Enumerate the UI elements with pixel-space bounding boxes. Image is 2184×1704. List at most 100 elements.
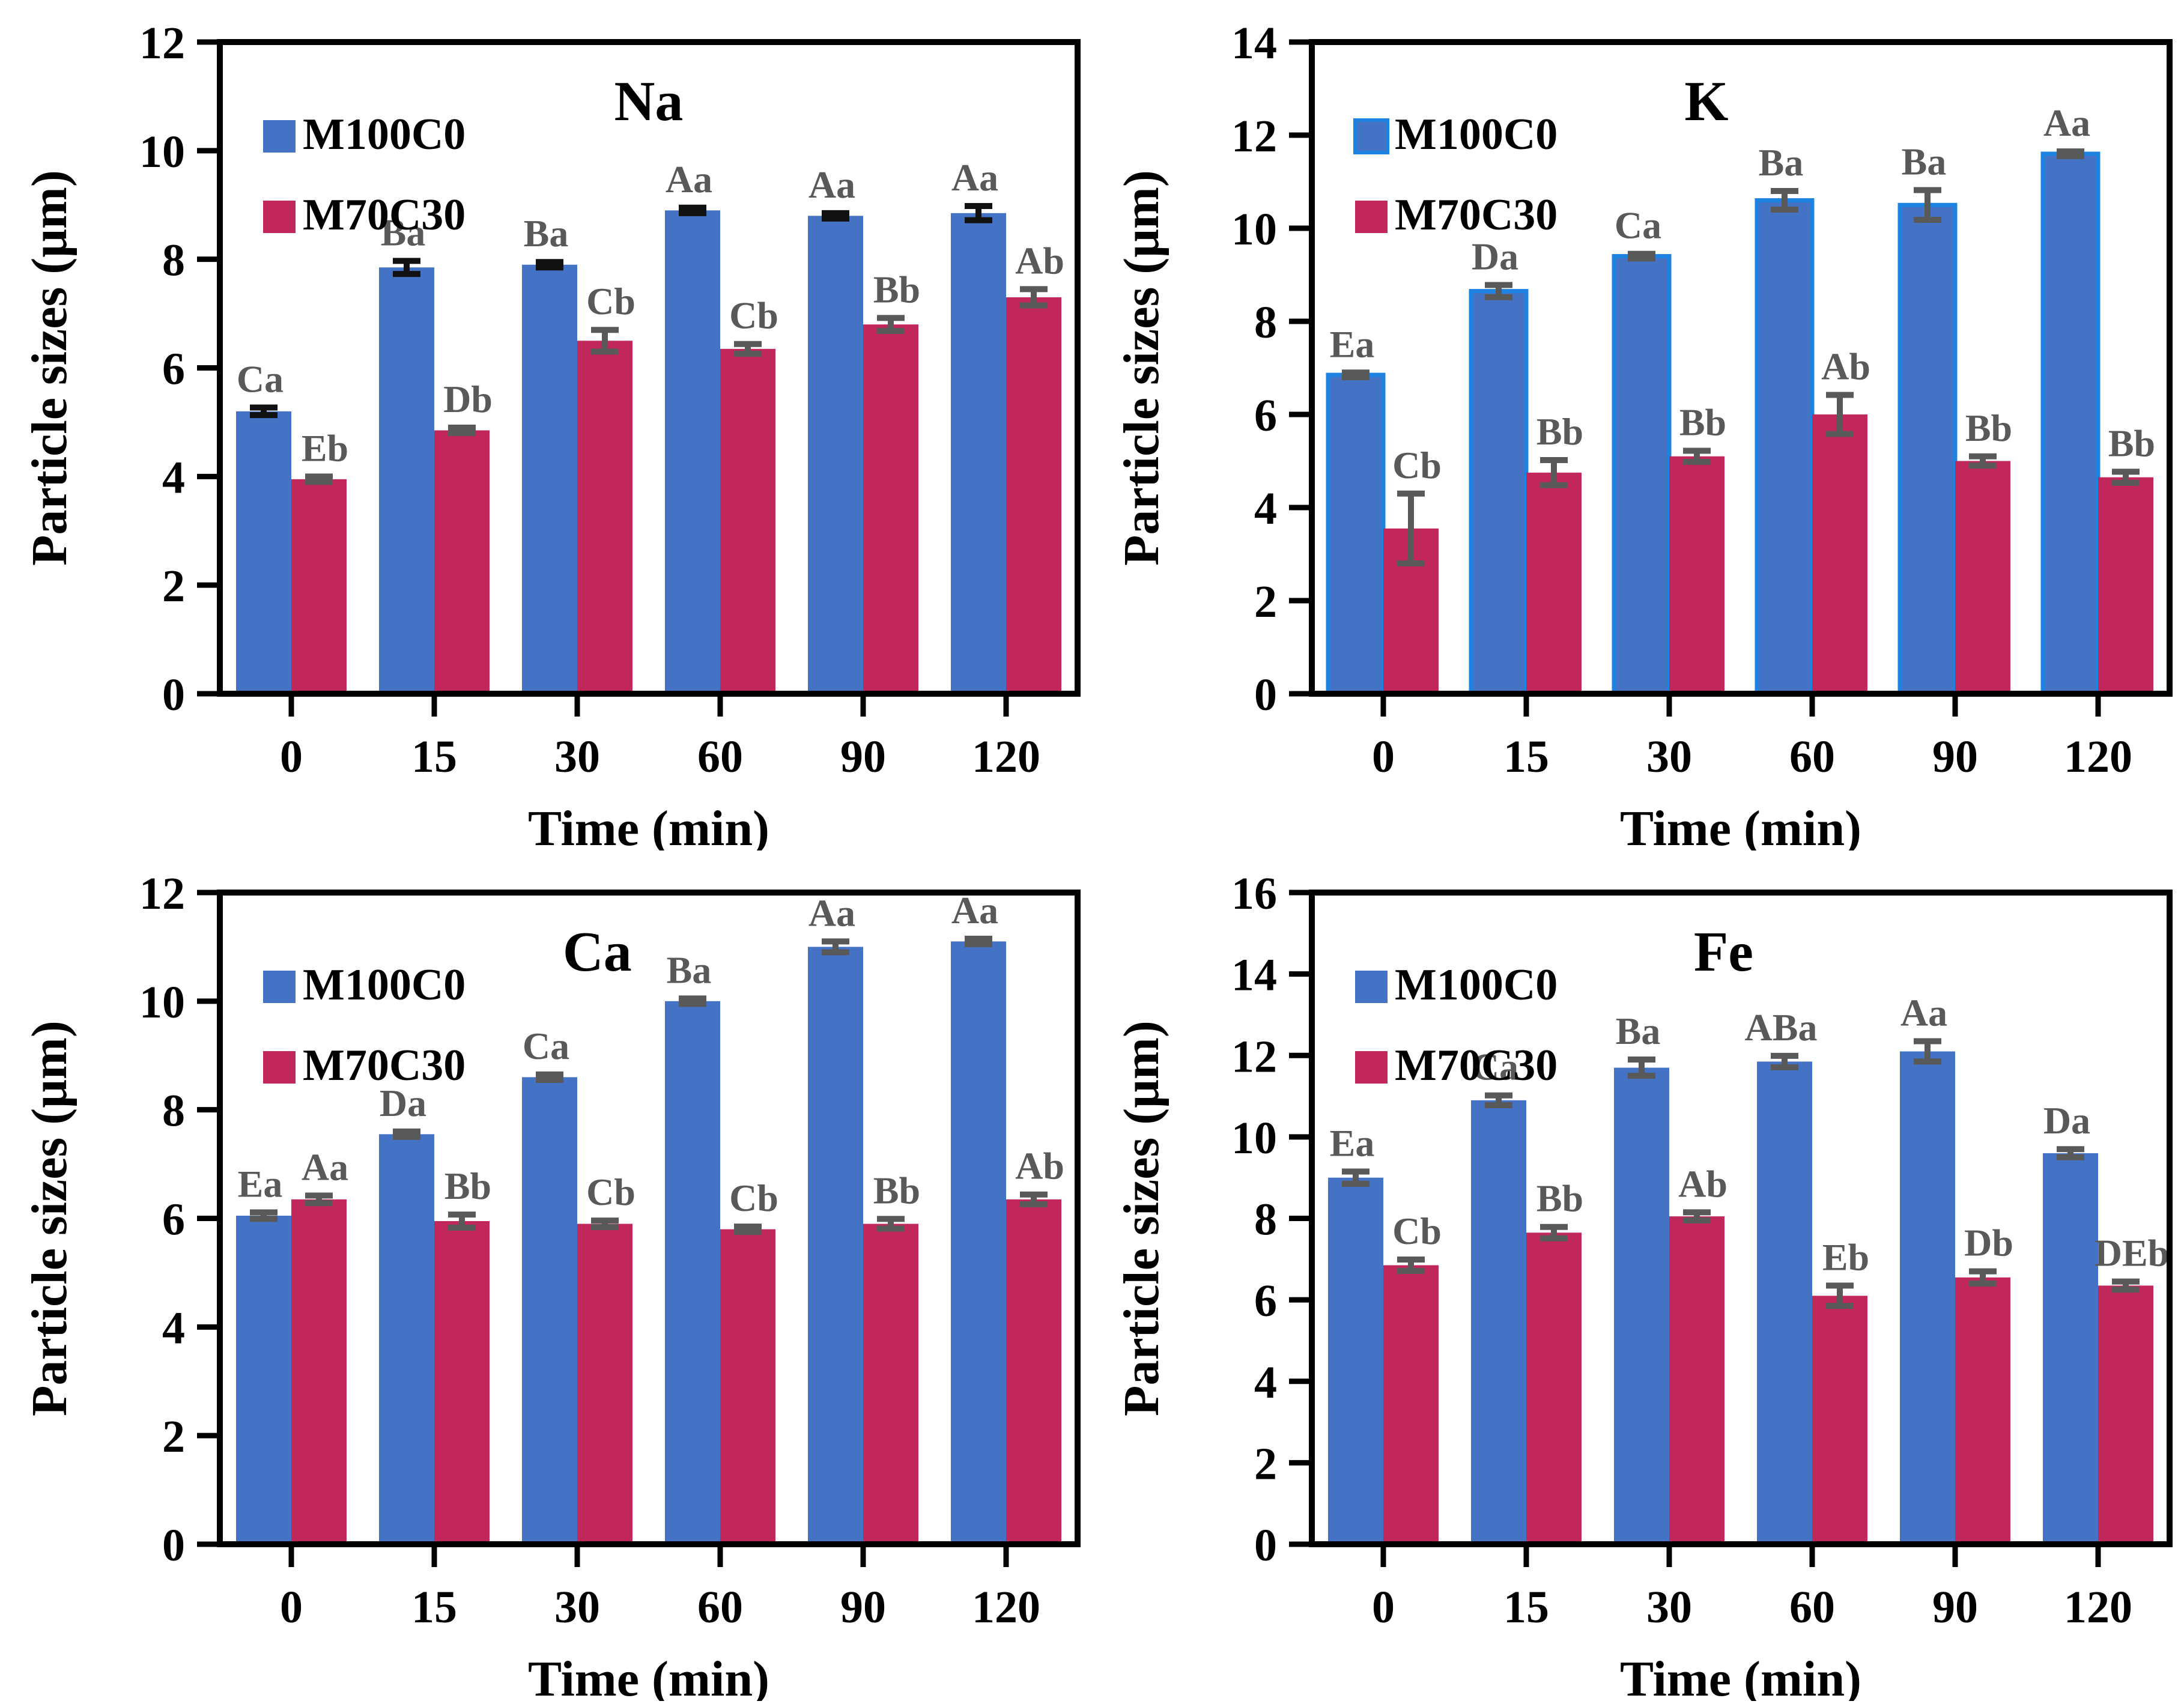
legend-swatch-m70c30 [263,201,296,233]
significance-label: Da [1472,235,1518,278]
y-axis-title: Particle sizes (μm) [1114,170,1169,566]
panel-na: Ca Eb Ba Db Ba Cb Aa Cb Aa Bb Aa Ab 0 2 4 6 8 10 12 0 15 30 60… [0,0,1092,857]
legend-swatch-m100c0 [1353,118,1389,154]
panel-title: K [1684,70,1728,133]
significance-label: Ca [523,1025,569,1067]
bar-m100c0-t0 [236,411,291,694]
bar-m100c0-t90 [1897,202,1958,696]
y-tick-label: 10 [139,977,185,1028]
panel-fe: Ea Cb Ca Bb Ba Ab ABa Eb Aa Db Da DEb 0 2 4 6 8 10 12 14 16 0… [1092,850,2184,1704]
x-axis-title: Time (min) [1620,1651,1861,1701]
significance-label: Db [443,378,493,420]
y-tick-label: 2 [1254,1439,1277,1489]
legend-label: M100C0 [1395,110,1558,159]
bar-m70c30-t15 [434,1221,490,1544]
bar-m100c0-t15 [379,1134,434,1544]
significance-label: Ba [667,948,712,991]
bar-m70c30-t15 [434,430,490,694]
legend-label: M100C0 [303,110,466,159]
legend-swatch-m100c0 [1355,971,1388,1003]
significance-label: Eb [302,426,348,469]
x-tick-label: 60 [697,732,743,782]
x-tick-label: 120 [2064,732,2132,782]
significance-label: Ab [1015,1145,1064,1187]
significance-label: Cb [1392,444,1442,487]
y-tick-label: 12 [1231,1031,1277,1082]
y-tick-label: 2 [162,1411,185,1462]
bar-m100c0-t120 [951,213,1006,694]
bar-m70c30-t120 [1006,297,1061,694]
significance-label: Ea [1330,323,1375,365]
significance-label: Bb [2108,422,2155,464]
legend-swatch-m100c0 [263,971,296,1003]
bar-m100c0-t0 [1328,1177,1383,1544]
significance-label: Db [1964,1222,2013,1264]
significance-label: Ab [1821,345,1870,387]
significance-label: Aa [1900,992,1947,1034]
bar-m70c30-t60 [1812,414,1867,694]
bar-m100c0-t0 [236,1215,291,1544]
bar-m100c0-t15 [379,267,434,694]
x-tick-label: 90 [1932,1582,1978,1633]
x-tick-label: 60 [697,1582,743,1633]
legend-label: M100C0 [303,960,466,1010]
x-tick-label: 0 [1372,1582,1395,1633]
y-tick-label: 14 [1231,950,1277,1001]
bar-m70c30-t0 [291,1199,347,1544]
y-tick-label: 10 [1231,1113,1277,1163]
x-axis-title: Time (min) [528,801,769,850]
significance-label: Ea [238,1163,283,1205]
y-tick-label: 6 [162,1195,185,1245]
bar-m100c0-t15 [1471,1100,1526,1544]
panel-title: Na [614,70,684,133]
significance-label: Cb [586,280,635,323]
significance-label: Ba [1616,1010,1661,1052]
panel-title: Fe [1694,921,1753,983]
x-tick-label: 60 [1789,1582,1835,1633]
y-tick-label: 4 [1254,484,1277,534]
panel-title: Ca [563,921,632,983]
bar-m70c30-t15 [1526,1233,1582,1544]
bar-m100c0-t0 [1326,372,1386,696]
bar-m100c0-t30 [522,1077,577,1544]
x-tick-label: 120 [972,1582,1040,1633]
y-tick-label: 8 [1254,1195,1277,1245]
y-tick-label: 4 [162,1303,185,1353]
x-tick-label: 60 [1789,732,1835,782]
bar-m100c0-t30 [1612,254,1672,696]
significance-label: Eb [1822,1236,1869,1278]
x-tick-label: 0 [280,732,303,782]
legend-swatch-m70c30 [1355,1051,1388,1084]
bar-m100c0-t60 [665,1001,720,1544]
bar-m70c30-t0 [291,479,347,694]
y-axis-title: Particle sizes (μm) [22,1020,77,1416]
significance-label: Bb [444,1165,491,1207]
x-tick-label: 30 [554,732,600,782]
bar-m70c30-t15 [1526,472,1582,694]
x-tick-label: 90 [840,732,886,782]
x-tick-label: 120 [972,732,1040,782]
significance-label: Ba [381,211,426,253]
bar-m100c0-t120 [2040,151,2101,696]
y-axis-title: Particle sizes (μm) [22,170,77,566]
bar-m100c0-t90 [1900,1051,1955,1544]
y-axis-title: Particle sizes (μm) [1114,1020,1169,1416]
panel-k: Ea Cb Da Bb Ca Bb Ba Ab Ba Bb Aa Bb 0 2 4 6 8 10 12 14 0 15 30… [1092,0,2184,857]
significance-label: Aa [951,156,998,199]
legend-label: M70C30 [1395,1041,1558,1090]
y-tick-label: 0 [1254,670,1277,720]
legend-label: M70C30 [303,190,466,240]
significance-label: Ab [1678,1162,1727,1205]
bar-m70c30-t30 [1669,1216,1724,1544]
y-tick-label: 8 [1254,297,1277,348]
x-axis-title: Time (min) [1620,801,1861,850]
y-tick-label: 14 [1231,18,1277,68]
bar-m100c0-t60 [1755,198,1815,696]
bar-m70c30-t90 [1955,461,2010,694]
y-tick-label: 4 [1254,1357,1277,1408]
significance-label: Da [2043,1099,2090,1142]
significance-label: Ba [1759,141,1804,184]
significance-label: Bb [873,1169,920,1211]
bar-m70c30-t90 [863,324,918,694]
